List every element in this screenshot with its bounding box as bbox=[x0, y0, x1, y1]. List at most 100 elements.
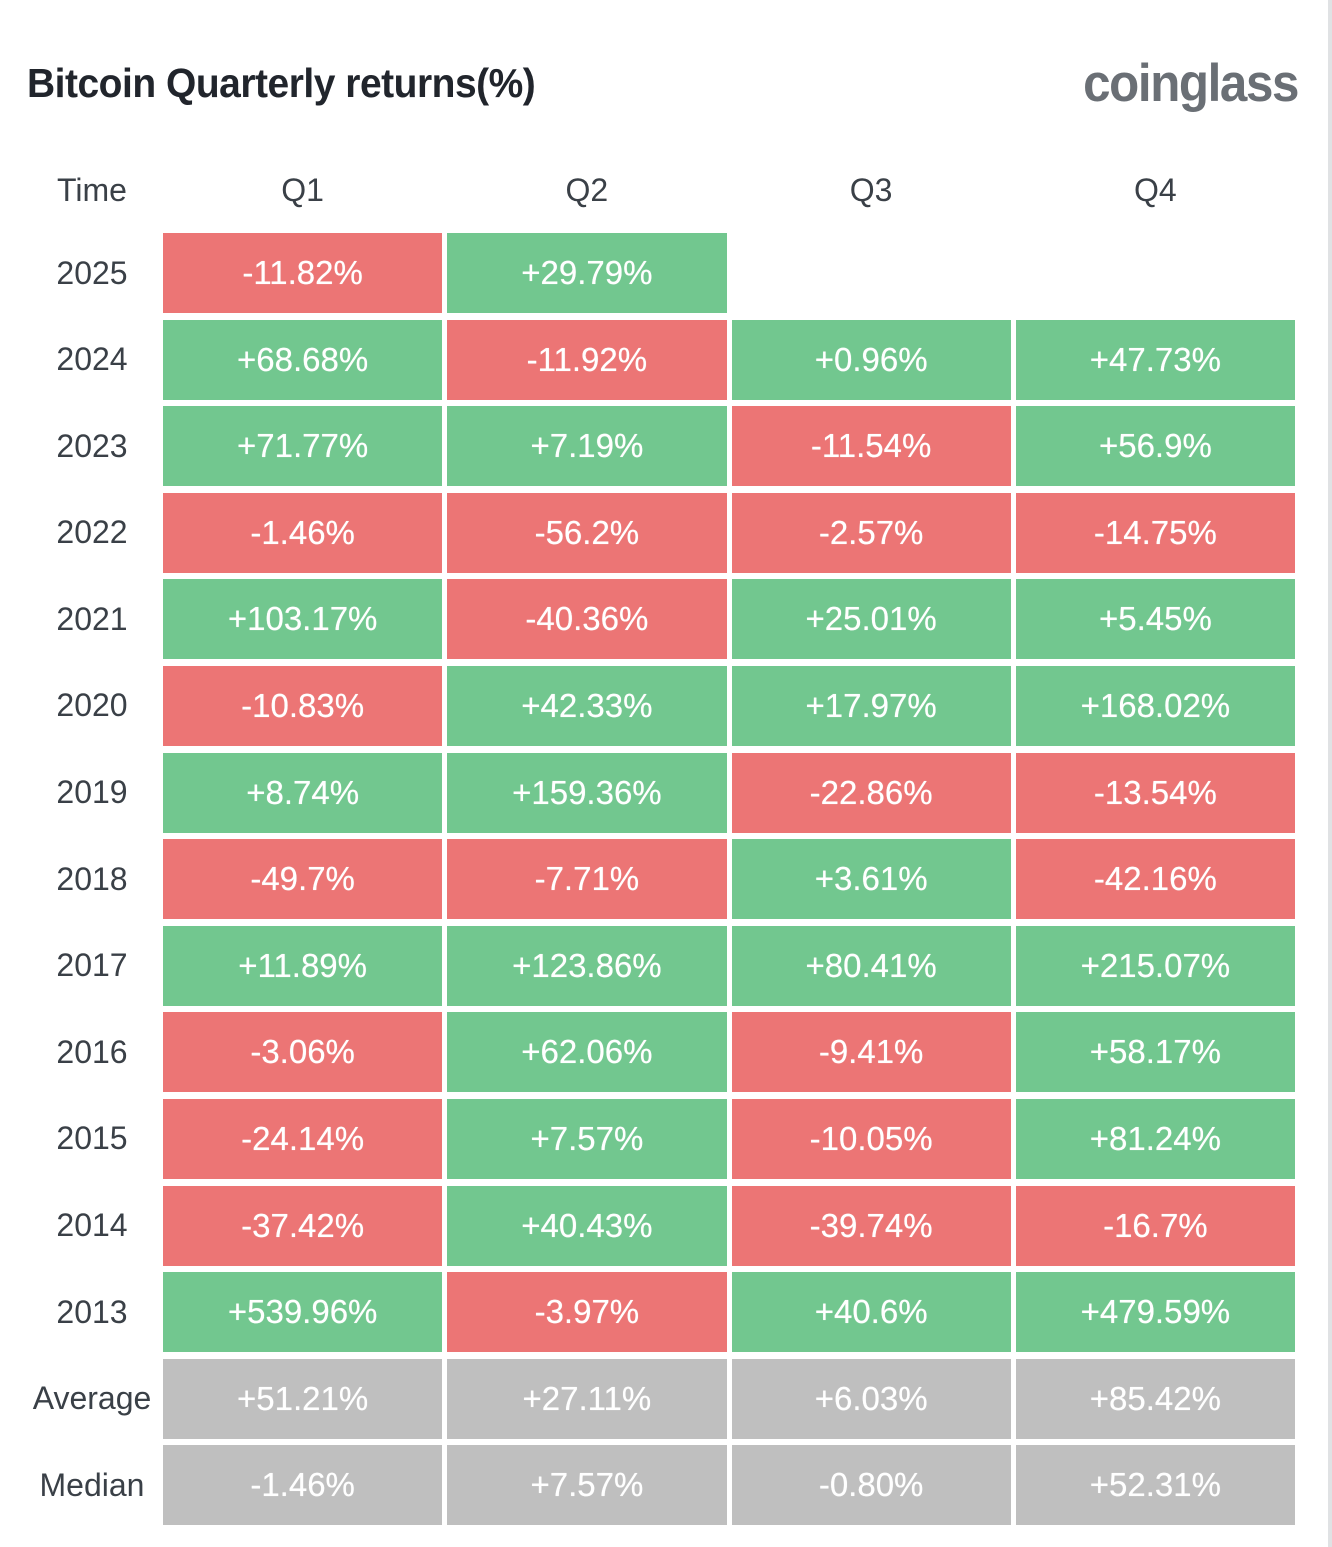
return-cell: +215.07% bbox=[1015, 925, 1295, 1006]
row-label: 2016 bbox=[56, 1033, 128, 1070]
row-label: 2017 bbox=[56, 947, 128, 984]
table-header-row: Time Q1 Q2 Q3 Q4 bbox=[0, 170, 1295, 210]
row-label: 2025 bbox=[56, 254, 128, 291]
return-cell: -11.82% bbox=[163, 233, 443, 313]
return-cell: -39.74% bbox=[731, 1185, 1011, 1266]
return-cell: +85.42% bbox=[1015, 1358, 1295, 1439]
return-cell: +80.41% bbox=[731, 925, 1011, 1006]
table-row: Average +51.21% +27.11% +6.03% +85.42% bbox=[0, 1358, 1295, 1439]
coinglass-logo[interactable]: coinglass bbox=[1083, 53, 1299, 113]
table-row: Median -1.46% +7.57% -0.80% +52.31% bbox=[0, 1445, 1295, 1526]
return-cell: +8.74% bbox=[163, 752, 443, 833]
return-cell: -10.05% bbox=[731, 1098, 1011, 1179]
return-cell: +40.6% bbox=[731, 1272, 1011, 1353]
return-cell: -40.36% bbox=[447, 579, 727, 660]
row-label: Average bbox=[32, 1380, 152, 1417]
row-label: 2018 bbox=[56, 860, 128, 897]
column-header-q1: Q1 bbox=[281, 171, 324, 208]
return-cell: -37.42% bbox=[163, 1185, 443, 1266]
empty-cell bbox=[1016, 233, 1295, 313]
table-row: 2014 -37.42% +40.43% -39.74% -16.7% bbox=[0, 1185, 1295, 1266]
column-header-time: Time bbox=[57, 171, 127, 208]
table-row: 2023 +71.77% +7.19% -11.54% +56.9% bbox=[0, 406, 1295, 487]
table-row: 2025 -11.82% +29.79% bbox=[0, 233, 1295, 313]
return-cell: +47.73% bbox=[1015, 319, 1295, 400]
return-cell: +25.01% bbox=[731, 579, 1011, 660]
return-cell: -11.92% bbox=[447, 319, 727, 400]
column-header-q3: Q3 bbox=[849, 171, 893, 208]
page-title: Bitcoin Quarterly returns(%) bbox=[27, 59, 536, 106]
return-cell: -11.54% bbox=[731, 406, 1011, 487]
row-label: 2022 bbox=[56, 514, 128, 551]
return-cell: +168.02% bbox=[1015, 665, 1295, 746]
return-cell: +52.31% bbox=[1015, 1445, 1295, 1526]
return-cell: +11.89% bbox=[163, 925, 443, 1006]
row-label: 2019 bbox=[56, 774, 128, 811]
return-cell: -49.7% bbox=[163, 839, 443, 920]
return-cell: -1.46% bbox=[163, 1445, 443, 1526]
quarterly-returns-table: Time Q1 Q2 Q3 Q4 2025 -11.82% +29.79% 2024 +68.6… bbox=[0, 170, 1295, 1526]
return-cell: -9.41% bbox=[731, 1012, 1011, 1093]
table-row: 2022 -1.46% -56.2% -2.57% -14.75% bbox=[0, 492, 1295, 573]
return-cell: +17.97% bbox=[731, 665, 1011, 746]
row-label: 2013 bbox=[56, 1293, 128, 1330]
row-label: Median bbox=[39, 1466, 145, 1503]
table-row: 2021 +103.17% -40.36% +25.01% +5.45% bbox=[0, 579, 1295, 660]
return-cell: +71.77% bbox=[163, 406, 443, 487]
table-row: 2019 +8.74% +159.36% -22.86% -13.54% bbox=[0, 752, 1295, 833]
return-cell: +51.21% bbox=[163, 1358, 443, 1439]
return-cell: +159.36% bbox=[447, 752, 727, 833]
empty-cell bbox=[732, 233, 1011, 313]
table-row: 2024 +68.68% -11.92% +0.96% +47.73% bbox=[0, 319, 1295, 400]
table-row: 2017 +11.89% +123.86% +80.41% +215.07% bbox=[0, 925, 1295, 1006]
return-cell: +7.57% bbox=[447, 1098, 727, 1179]
return-cell: -42.16% bbox=[1015, 839, 1295, 920]
table-row: 2015 -24.14% +7.57% -10.05% +81.24% bbox=[0, 1098, 1295, 1179]
return-cell: +58.17% bbox=[1015, 1012, 1295, 1093]
return-cell: -24.14% bbox=[163, 1098, 443, 1179]
row-label: 2021 bbox=[56, 600, 128, 637]
return-cell: -7.71% bbox=[447, 839, 727, 920]
table-row: 2016 -3.06% +62.06% -9.41% +58.17% bbox=[0, 1012, 1295, 1093]
return-cell: +103.17% bbox=[163, 579, 443, 660]
return-cell: +29.79% bbox=[447, 233, 727, 313]
return-cell: -10.83% bbox=[163, 665, 443, 746]
return-cell: +3.61% bbox=[731, 839, 1011, 920]
return-cell: -22.86% bbox=[731, 752, 1011, 833]
return-cell: +56.9% bbox=[1015, 406, 1295, 487]
return-cell: +6.03% bbox=[731, 1358, 1011, 1439]
return-cell: +27.11% bbox=[447, 1358, 727, 1439]
page-header: Bitcoin Quarterly returns(%) coinglass bbox=[27, 53, 1299, 113]
row-label: 2024 bbox=[56, 341, 128, 378]
table-row: 2020 -10.83% +42.33% +17.97% +168.02% bbox=[0, 665, 1295, 746]
return-cell: -2.57% bbox=[731, 492, 1011, 573]
row-label: 2014 bbox=[56, 1207, 128, 1244]
return-cell: -16.7% bbox=[1015, 1185, 1295, 1266]
return-cell: +7.19% bbox=[447, 406, 727, 487]
return-cell: +81.24% bbox=[1015, 1098, 1295, 1179]
return-cell: +479.59% bbox=[1015, 1272, 1295, 1353]
return-cell: -0.80% bbox=[731, 1445, 1011, 1526]
return-cell: -56.2% bbox=[447, 492, 727, 573]
return-cell: -14.75% bbox=[1015, 492, 1295, 573]
return-cell: -13.54% bbox=[1015, 752, 1295, 833]
return-cell: -3.06% bbox=[163, 1012, 443, 1093]
return-cell: +62.06% bbox=[447, 1012, 727, 1093]
return-cell: +68.68% bbox=[163, 319, 443, 400]
return-cell: +7.57% bbox=[447, 1445, 727, 1526]
return-cell: -3.97% bbox=[447, 1272, 727, 1353]
return-cell: +539.96% bbox=[163, 1272, 443, 1353]
return-cell: +5.45% bbox=[1015, 579, 1295, 660]
row-label: 2023 bbox=[56, 427, 128, 464]
table-row: 2018 -49.7% -7.71% +3.61% -42.16% bbox=[0, 839, 1295, 920]
column-header-q4: Q4 bbox=[1134, 171, 1177, 208]
return-cell: +0.96% bbox=[731, 319, 1011, 400]
return-cell: +40.43% bbox=[447, 1185, 727, 1266]
return-cell: -1.46% bbox=[163, 492, 443, 573]
table-body: 2025 -11.82% +29.79% 2024 +68.68% -11.92% +0.9… bbox=[0, 233, 1295, 1526]
return-cell: +123.86% bbox=[447, 925, 727, 1006]
row-label: 2020 bbox=[56, 687, 128, 724]
column-header-q2: Q2 bbox=[565, 171, 609, 208]
table-row: 2013 +539.96% -3.97% +40.6% +479.59% bbox=[0, 1272, 1295, 1353]
scrollbar-track[interactable] bbox=[1328, 0, 1332, 1547]
